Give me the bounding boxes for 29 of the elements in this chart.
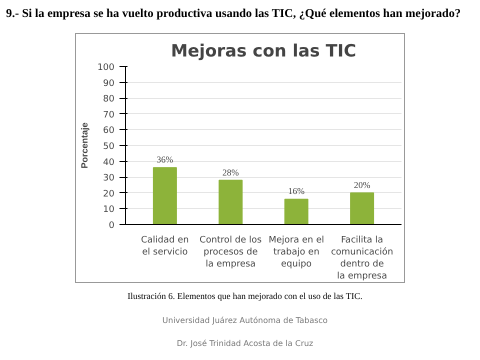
bar xyxy=(152,167,177,225)
data-label: 16% xyxy=(288,186,306,196)
x-tick-label: Mejora en el trabajo en equipo xyxy=(268,236,324,270)
x-tick-label: Control de los procesos de la empresa xyxy=(200,236,262,270)
text: Dr. José Trinidad Acosta de la Cruz xyxy=(176,338,314,350)
y-axis-title: Porcentaje xyxy=(79,122,90,169)
data-label: 20% xyxy=(354,180,371,190)
y-tick-label: 100 xyxy=(97,63,115,74)
data-label: 28% xyxy=(222,167,240,178)
y-tick-label: 70 xyxy=(103,110,115,121)
y-tick-label: 90 xyxy=(103,78,115,89)
chart-title: Mejoras con las TIC xyxy=(170,42,356,62)
x-tick-label: Calidad en el servicio xyxy=(141,236,189,258)
y-tick-label: 60 xyxy=(103,126,115,136)
y-tick-label: 40 xyxy=(103,158,115,168)
text: Universidad Juárez Autónoma de Tabasco xyxy=(162,314,328,326)
y-tick-label: 10 xyxy=(103,205,115,216)
y-tick-label: 80 xyxy=(103,94,115,105)
y-tick-label: 30 xyxy=(103,174,115,184)
bar xyxy=(350,192,374,225)
text: Ilustración 6. Elementos que han mejorado con el uso de las TIC. xyxy=(127,290,363,303)
bar xyxy=(284,198,308,225)
y-tick-label: 50 xyxy=(103,142,115,152)
bar xyxy=(218,180,243,225)
y-tick-label: 20 xyxy=(103,190,115,200)
y-tick-label: 0 xyxy=(108,221,115,232)
text: 9.- Si la empresa se ha vuelto productiva usando las TIC, ¿Qué elementos han mejorado? xyxy=(6,5,461,22)
x-tick-label: Facilita la comunicación dentro de la empresa xyxy=(330,236,394,282)
data-label: 36% xyxy=(156,154,174,165)
